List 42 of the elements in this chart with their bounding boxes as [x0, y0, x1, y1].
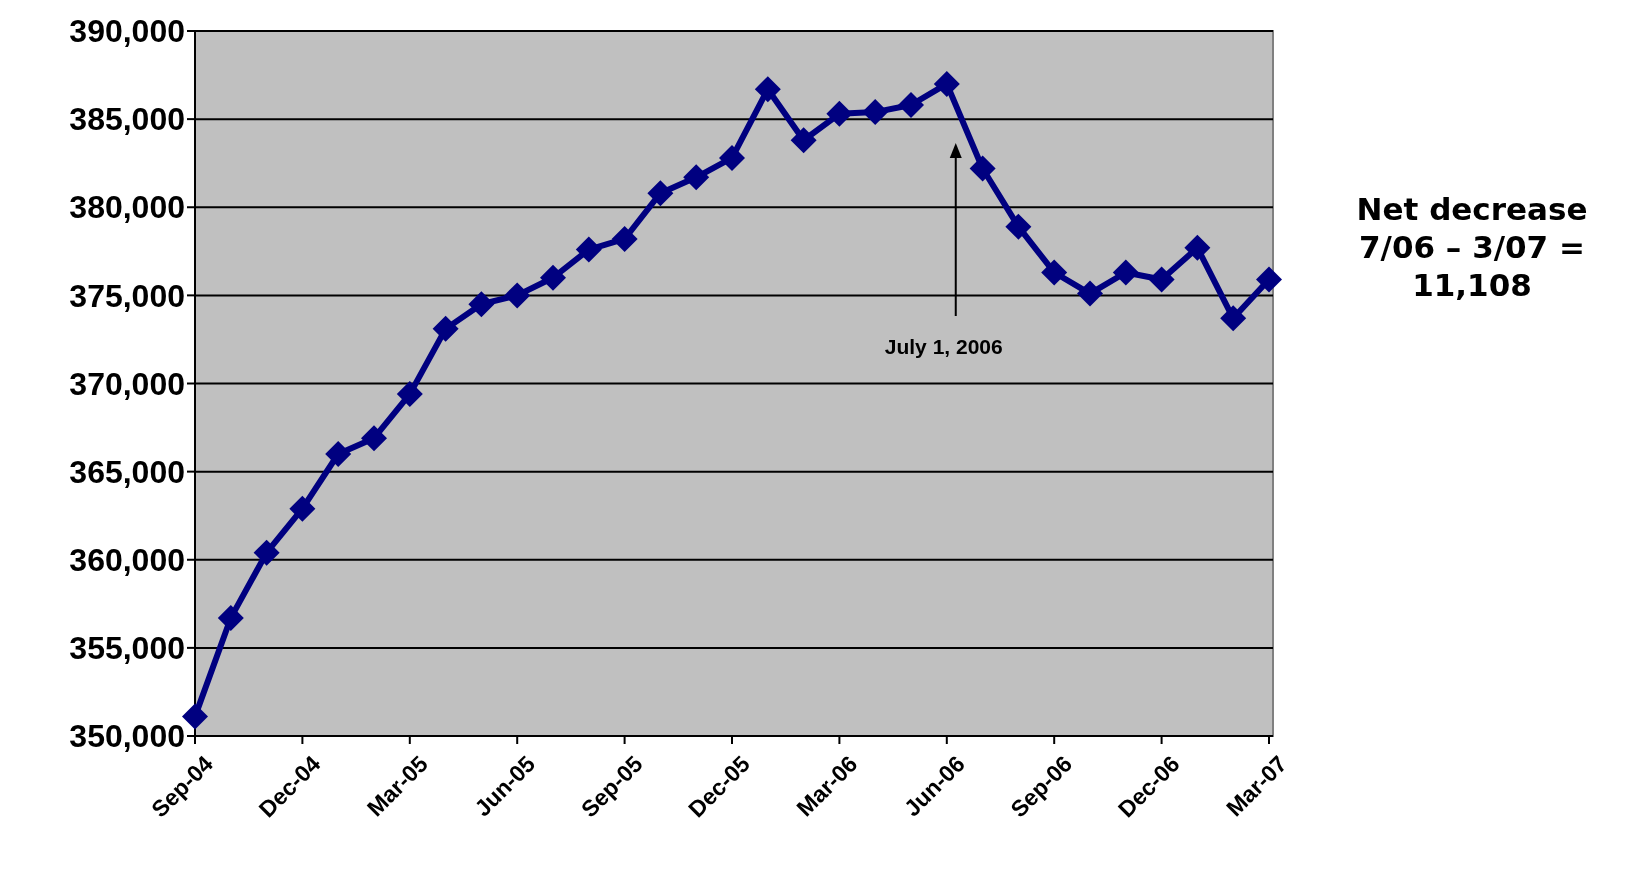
- y-tick-label: 370,000: [69, 365, 185, 402]
- point: [504, 282, 531, 309]
- point: [575, 236, 602, 263]
- point: [217, 604, 244, 631]
- y-tick-label: 350,000: [69, 718, 185, 755]
- point: [1005, 213, 1032, 240]
- annotation: July 1, 2006: [884, 335, 1003, 358]
- point: [1256, 266, 1282, 293]
- point: [182, 703, 208, 730]
- y-tick-label: 360,000: [69, 541, 185, 578]
- y-tick-label: 390,000: [69, 13, 185, 50]
- point: [1077, 280, 1103, 307]
- point: [432, 315, 459, 342]
- point: [611, 225, 638, 252]
- y-tick-label: 380,000: [69, 189, 185, 226]
- point: [1148, 266, 1175, 293]
- point: [1220, 305, 1247, 332]
- point: [361, 425, 387, 452]
- point: [898, 92, 924, 119]
- point: [396, 381, 423, 408]
- point: [1112, 259, 1139, 286]
- y-tick-label: 375,000: [69, 277, 185, 314]
- point: [754, 76, 781, 103]
- point: [325, 441, 352, 467]
- point: [647, 180, 674, 207]
- y-tick-label: 355,000: [69, 630, 185, 667]
- point: [826, 100, 853, 127]
- point: [540, 264, 566, 291]
- point: [1184, 234, 1211, 261]
- point: [1041, 259, 1068, 286]
- point: [969, 155, 996, 182]
- point: [253, 539, 280, 566]
- point: [933, 70, 960, 97]
- y-tick-label: 365,000: [69, 453, 185, 490]
- point: [790, 127, 817, 154]
- point: [862, 99, 889, 126]
- point: [289, 495, 316, 522]
- text: Net decrease 7/06 – 3/07 = 11,108: [1356, 191, 1588, 303]
- point: [683, 164, 710, 191]
- point: [468, 291, 495, 318]
- point: [719, 144, 745, 171]
- y-tick-label: 385,000: [69, 101, 185, 138]
